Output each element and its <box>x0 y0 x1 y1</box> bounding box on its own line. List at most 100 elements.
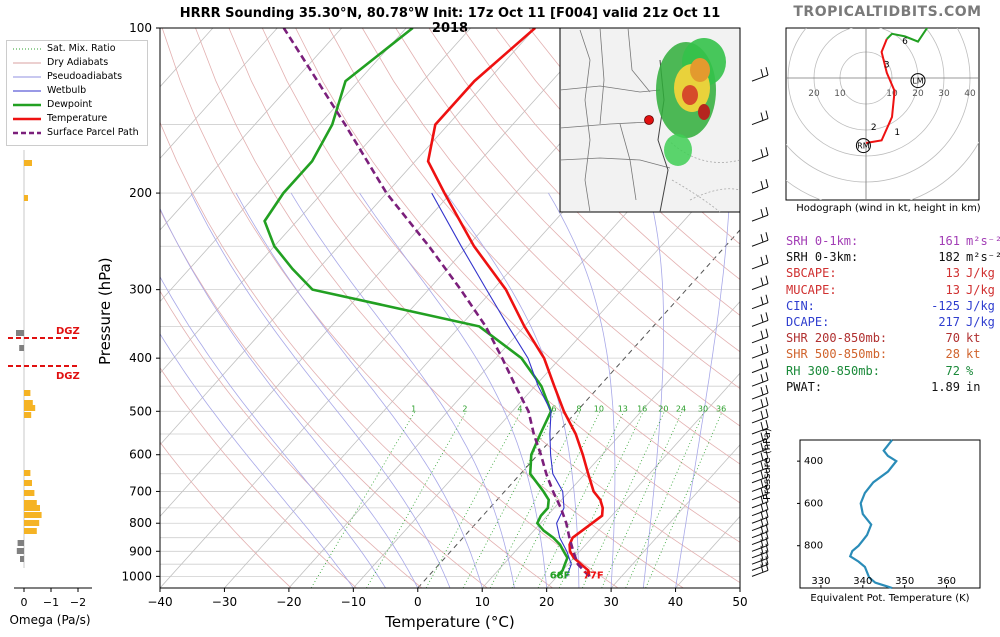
wind-barb <box>751 544 769 552</box>
wind-barb <box>751 351 769 359</box>
omega-bar <box>17 540 24 546</box>
legend-label: Wetbulb <box>47 85 87 96</box>
param-value: 161 <box>938 234 960 248</box>
param-value: -125 <box>931 298 960 313</box>
wind-barb <box>751 379 769 387</box>
pseudoadiabat-line <box>548 192 616 588</box>
theta-e-x-tick-label: 360 <box>937 576 956 587</box>
mixing-ratio-label: 1 <box>411 405 416 414</box>
omega-bar <box>19 345 24 351</box>
wind-barb <box>751 336 769 344</box>
mixing-ratio-line <box>645 411 723 588</box>
hodograph-height-label: 6 <box>902 37 908 47</box>
isotherm-line <box>481 300 740 588</box>
wind-barb <box>765 468 769 477</box>
wind-barb <box>765 419 769 429</box>
wind-barb <box>760 386 764 396</box>
wind-barb <box>765 408 769 418</box>
wind-barb <box>760 180 764 190</box>
param-row-rh: RH 300-850mb: 72% <box>786 363 1000 379</box>
wind-barb <box>760 432 764 441</box>
x-tick-label: 10 <box>475 595 490 609</box>
pseudoadiabat-line <box>160 333 354 588</box>
wind-barb <box>765 537 769 546</box>
wind-barb <box>760 149 764 158</box>
isotherm-line <box>546 372 740 588</box>
hodograph-caption: Hodograph (wind in kt, height in km) <box>796 203 981 214</box>
dry-adiabat-line <box>195 28 684 588</box>
wind-barb <box>765 459 769 468</box>
omega-bar <box>16 548 24 554</box>
wind-barb <box>765 440 769 449</box>
param-row-shr200: SHR 200-850mb: 70 kt <box>786 330 1000 346</box>
param-unit: m²s⁻² <box>966 250 1000 265</box>
omega-tick-label: 0 <box>21 596 28 609</box>
wind-barb <box>765 147 769 156</box>
storm-motion-label: RM <box>857 142 870 151</box>
legend-label: Temperature <box>47 113 108 124</box>
wind-barb <box>760 69 764 78</box>
theta-e-trace <box>848 439 898 590</box>
mixing-ratio-label: 30 <box>698 405 708 414</box>
wind-barb <box>765 384 769 394</box>
pseudoadiabat-line <box>160 207 419 588</box>
dry-adiabat-line <box>395 28 740 390</box>
y-axis-label: Pressure (hPa) <box>96 257 114 365</box>
sounding-parameters: SRH 0-1km: 161 m²s⁻² SRH 0-3km: 182 m²s⁻² SB… <box>786 233 1000 395</box>
dgz-label: DGZ <box>56 371 80 382</box>
storm-motion-marker <box>910 73 926 89</box>
y-tick-label: 400 <box>129 351 152 365</box>
param-row-dcape: DCAPE: 217 J/kg <box>786 314 1000 330</box>
y-tick-label: 100 <box>129 21 152 35</box>
x-tick-label: 30 <box>603 595 618 609</box>
wind-barb <box>765 294 769 303</box>
hodograph-trace <box>886 28 929 43</box>
wind-barb <box>760 256 764 266</box>
wind-barb <box>751 538 769 546</box>
x-tick-label: 40 <box>668 595 683 609</box>
param-unit: J/kg <box>966 315 995 330</box>
legend-label: Dry Adiabats <box>47 57 109 68</box>
dry-adiabat-line <box>160 367 357 588</box>
hodograph-height-label: 3 <box>884 61 890 71</box>
omega-bar <box>24 470 31 476</box>
mixing-ratio-label: 2 <box>462 405 467 414</box>
wind-barb <box>751 186 769 194</box>
wind-barb <box>765 562 769 571</box>
wind-barb <box>765 477 769 486</box>
mixing-ratio-label: 16 <box>637 405 647 414</box>
pseudoadiabat-line <box>160 276 386 588</box>
param-unit: J/kg <box>966 298 995 313</box>
x-tick-label: 0 <box>414 595 422 609</box>
hodograph-height-label: 1 <box>894 128 900 138</box>
wind-barb <box>760 470 764 479</box>
wind-barb <box>751 283 769 291</box>
wind-barbs <box>751 67 769 577</box>
param-label: SHR 200-850mb: <box>786 331 888 346</box>
wind-barb <box>760 503 764 512</box>
wind-barb <box>760 410 764 420</box>
wind-barb <box>765 232 769 241</box>
param-row-shr500: SHR 500-850mb: 28 kt <box>786 346 1000 362</box>
legend-label: Pseudoadiabats <box>47 71 123 82</box>
wind-barb <box>760 452 764 461</box>
mixing-ratio-label: 36 <box>716 405 726 414</box>
omega-bar <box>24 480 32 486</box>
param-label: DCAPE: <box>786 315 830 330</box>
wind-barb <box>760 346 764 355</box>
param-value: 182 <box>938 250 960 265</box>
wind-barb <box>751 524 769 532</box>
series-temperature <box>426 28 605 577</box>
hodograph-ring-label: 40 <box>964 89 976 99</box>
wind-barb <box>760 558 764 567</box>
wind-barb <box>765 254 769 264</box>
surface-dewpoint-label: 68F <box>550 570 571 581</box>
skewt-frame <box>159 27 741 589</box>
wind-barb <box>765 372 769 381</box>
wind-barb <box>765 556 769 565</box>
x-tick-label: −20 <box>276 595 301 609</box>
omega-bar <box>24 400 33 406</box>
dry-adiabat-line <box>160 121 553 588</box>
